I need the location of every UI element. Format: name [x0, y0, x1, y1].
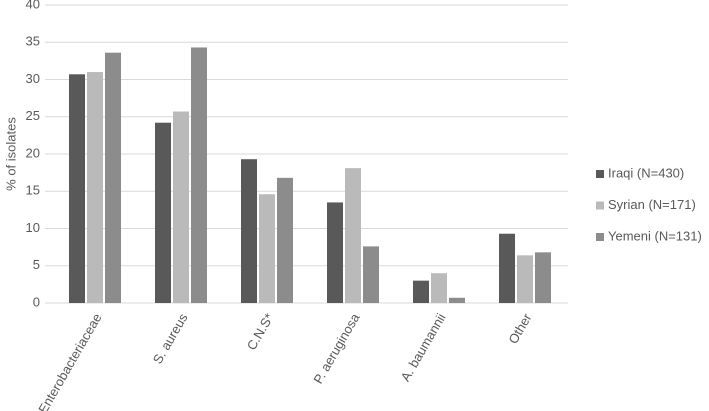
x-tick-label: C.N.S* — [244, 311, 277, 353]
legend-label: Iraqi (N=430) — [608, 165, 684, 180]
legend-label: Syrian (N=171) — [608, 197, 696, 212]
y-tick-label: 0 — [33, 294, 40, 309]
bar — [535, 252, 551, 303]
y-tick-label: 5 — [33, 257, 40, 272]
bar — [69, 74, 85, 303]
x-tick-label: S. aureus — [150, 310, 191, 366]
y-tick-label: 30 — [26, 71, 40, 86]
bar — [345, 168, 361, 303]
y-axis-label: % of isolates — [3, 117, 18, 191]
y-tick-label: 40 — [26, 0, 40, 11]
bar — [327, 202, 343, 303]
x-tick-label: A. baumannii — [398, 311, 449, 384]
bar — [449, 297, 465, 303]
x-tick-label: Other — [505, 310, 535, 346]
bar — [259, 194, 275, 303]
bar — [191, 47, 207, 304]
bar — [277, 177, 293, 303]
bar — [431, 273, 447, 303]
bar — [155, 122, 171, 304]
legend-swatch — [596, 201, 604, 210]
legend-swatch — [596, 233, 604, 241]
bar — [105, 52, 121, 304]
y-tick-label: 10 — [26, 220, 40, 235]
bar — [499, 233, 515, 303]
x-tick-label: P. aeruginosa — [310, 310, 363, 386]
y-tick-label: 15 — [26, 183, 40, 198]
y-tick-label: 20 — [26, 145, 40, 160]
bar — [517, 255, 533, 303]
x-tick-label: Enterobacteriaceae — [35, 311, 104, 411]
legend-swatch — [596, 170, 604, 178]
y-tick-label: 25 — [26, 108, 40, 123]
bar — [363, 246, 379, 303]
legend-label: Yemeni (N=131) — [608, 228, 702, 243]
bar — [173, 111, 189, 303]
bar — [241, 159, 257, 303]
bar — [87, 72, 103, 303]
bar — [413, 280, 429, 303]
y-tick-label: 35 — [26, 34, 40, 49]
